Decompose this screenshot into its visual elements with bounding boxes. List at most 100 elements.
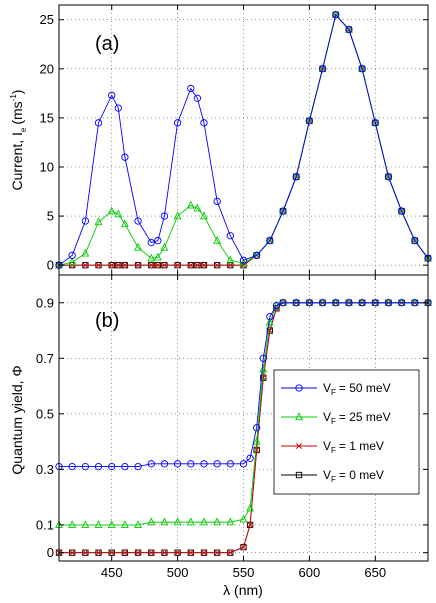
panel-b-point-x — [214, 549, 221, 556]
panel-b: 0 0.1 0.3 0.5 0.7 0.9 450 500 550 600 650 (b) Quan… — [9, 274, 432, 598]
panel-b-point-circle — [371, 299, 379, 307]
panel-b-point-triangle — [134, 520, 142, 529]
panel-b-point-triangle — [94, 520, 103, 529]
legend-marker-square — [295, 471, 303, 479]
panel-a-point-triangle — [384, 172, 393, 180]
panel-b-point-triangle — [305, 298, 314, 306]
panel-a-point-triangle — [292, 172, 301, 180]
panel-b-point-circle — [358, 299, 366, 307]
panel-a-point-circle — [411, 236, 419, 245]
panel-b-point-x — [247, 521, 254, 528]
panel-a-point-triangle — [331, 10, 340, 18]
panel-b-point-circle — [259, 354, 267, 362]
panel-a-point-x — [95, 262, 102, 269]
panel-a-point-circle — [154, 236, 162, 245]
panel-b-ticks: 0 0.1 0.3 0.5 0.7 0.9 450 500 550 600 650 — [36, 275, 428, 580]
panel-b-point-circle — [246, 454, 254, 462]
panel-b-label: (b) — [95, 310, 119, 332]
panel-b-point-triangle — [160, 517, 169, 526]
panel-b-point-x — [161, 549, 168, 556]
panel-b-y-tick-label: 0 — [47, 545, 54, 560]
panel-a-y-label-main: Current, I — [9, 132, 25, 190]
panel-b-point-x — [148, 549, 155, 556]
panel-a-y-tick-label: 10 — [40, 160, 54, 175]
panel-a-y-label-unit-sup: -1 — [9, 94, 18, 102]
legend-entries: VF = 50 meV VF = 25 meV VF = 1 meV VF = 0 meV — [281, 381, 391, 484]
panel-b-point-circle — [411, 299, 419, 307]
panel-a-point-x — [121, 262, 128, 269]
panel-b-point-triangle — [345, 298, 353, 306]
panel-a-point-circle — [200, 119, 208, 127]
panel-a-point-circle — [358, 65, 366, 73]
panel-b-point-circle — [121, 462, 129, 471]
panel-b-y-tick-label: 0.1 — [36, 517, 54, 532]
panel-a-point-triangle — [81, 248, 90, 257]
panel-a-y-tick-label: 20 — [40, 61, 54, 76]
panel-a-point-circle — [226, 232, 234, 240]
panel-b-point-circle — [108, 462, 116, 471]
panel-a-point-circle — [147, 238, 155, 247]
panel-a-point-triangle — [114, 209, 123, 218]
panel-a-point-triangle — [279, 206, 287, 215]
panel-a-point-triangle — [107, 206, 116, 215]
panel-b-point-circle — [81, 462, 90, 471]
panel-b-y-tick-label: 0.5 — [36, 406, 54, 421]
panel-a-point-circle — [213, 197, 221, 206]
panel-a-point-x — [187, 262, 194, 269]
panel-a-point-triangle — [345, 24, 353, 33]
panel-a-point-triangle — [358, 64, 367, 72]
panel-a-point-circle — [160, 212, 169, 220]
panel-b-point-triangle — [265, 317, 274, 326]
panel-b-point-triangle — [213, 517, 222, 526]
panel-b-point-circle — [187, 460, 195, 468]
panel-a-point-triangle — [226, 255, 235, 264]
panel-a-point-x — [148, 262, 155, 269]
panel-b-point-x — [187, 549, 194, 556]
panel-b-point-triangle — [279, 298, 287, 306]
panel-a-point-triangle — [68, 257, 77, 266]
panel-b-grid — [59, 275, 428, 561]
panel-a: 0 5 10 15 20 25 (a) Current, Ie (ms-1) — [9, 4, 432, 276]
panel-b-point-circle — [318, 299, 327, 307]
panel-a-point-circle — [384, 173, 393, 181]
panel-a-point-triangle — [410, 235, 419, 244]
panel-b-point-circle — [272, 301, 281, 310]
panel-a-point-triangle — [193, 203, 202, 212]
panel-b-point-circle — [147, 460, 155, 468]
panel-b-series — [55, 298, 432, 556]
panel-b-point-circle — [266, 313, 274, 321]
panel-a-point-x — [154, 262, 161, 269]
legend-label: VF = 0 meV — [323, 468, 384, 484]
panel-b-point-triangle — [239, 514, 248, 523]
legend-label: VF = 1 meV — [323, 439, 384, 455]
panel-b-point-triangle — [292, 298, 301, 306]
panel-b-point-triangle — [107, 520, 116, 529]
panel-b-point-triangle — [318, 298, 327, 306]
panel-a-y-tick-label: 25 — [40, 12, 54, 27]
panel-b-point-x — [174, 549, 181, 556]
panel-b-point-circle — [397, 299, 406, 307]
panel-b-point-circle — [253, 424, 261, 432]
panel-a-point-circle — [108, 91, 116, 99]
panel-a-point-circle — [114, 104, 122, 112]
legend-box — [273, 369, 420, 495]
legend: VF = 50 meV VF = 25 meV VF = 1 meV VF = 0 meV — [273, 369, 420, 495]
panel-a-point-triangle — [160, 242, 169, 251]
panel-a-point-triangle — [94, 217, 103, 226]
panel-a-point-triangle — [371, 118, 380, 126]
panel-a-point-triangle — [252, 250, 261, 259]
panel-b-point-x — [200, 549, 207, 556]
panel-b-point-triangle — [252, 436, 261, 445]
panel-a-point-x — [161, 262, 168, 269]
panel-b-point-circle — [226, 460, 234, 468]
panel-a-point-circle — [371, 119, 379, 127]
panel-b-point-x — [95, 549, 102, 556]
panel-a-series-line-circle — [58, 13, 429, 266]
panel-a-point-x — [200, 262, 207, 269]
panel-a-point-triangle — [397, 206, 406, 215]
panel-a-point-circle — [239, 256, 248, 264]
panel-a-point-triangle — [213, 235, 222, 244]
x-tick-label: 550 — [233, 565, 255, 580]
panel-b-point-circle — [384, 299, 393, 307]
